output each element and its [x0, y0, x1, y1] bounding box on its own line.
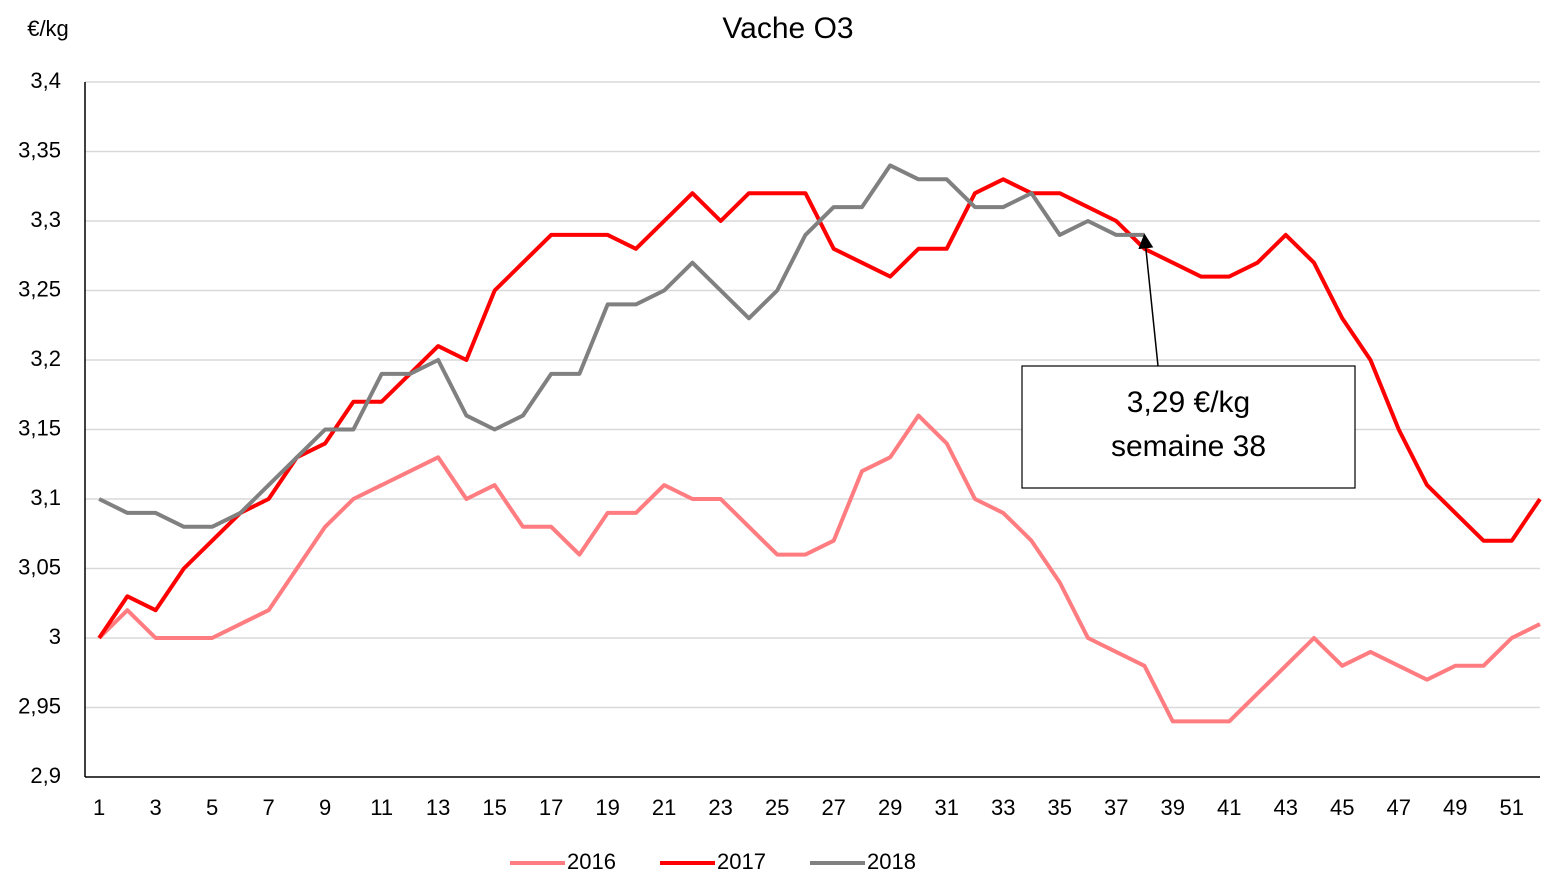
x-tick-label: 33: [991, 795, 1015, 820]
x-tick-label: 39: [1160, 795, 1184, 820]
x-tick-label: 37: [1104, 795, 1128, 820]
legend-label: 2018: [867, 849, 916, 874]
y-tick-label: 3,25: [18, 276, 61, 301]
x-tick-label: 49: [1443, 795, 1467, 820]
x-tick-label: 47: [1386, 795, 1410, 820]
y-tick-label: 3,4: [30, 68, 61, 93]
x-tick-label: 43: [1273, 795, 1297, 820]
annotation-box: [1021, 365, 1356, 489]
legend-label: 2016: [567, 849, 616, 874]
x-tick-label: 21: [652, 795, 676, 820]
y-axis-unit: €/kg: [27, 16, 69, 41]
y-tick-label: 3,3: [30, 207, 61, 232]
chart-title: Vache O3: [722, 12, 853, 45]
x-tick-label: 11: [370, 795, 393, 820]
y-tick-label: 3,35: [18, 137, 61, 162]
x-tick-label: 31: [934, 795, 958, 820]
x-tick-label: 7: [263, 795, 275, 820]
y-tick-label: 3,1: [30, 485, 61, 510]
series-line: [97, 413, 1541, 724]
series-line: [98, 163, 1145, 529]
annotation-text: 3,29 €/kg: [1127, 386, 1250, 419]
x-tick-label: 51: [1500, 795, 1524, 820]
annotation-text: semaine 38: [1111, 430, 1266, 463]
x-tick-label: 3: [150, 795, 162, 820]
x-tick-label: 17: [539, 795, 563, 820]
x-tick-label: 19: [595, 795, 619, 820]
x-tick-label: 41: [1217, 795, 1241, 820]
x-tick-label: 27: [821, 795, 845, 820]
y-tick-label: 2,9: [30, 763, 61, 788]
x-tick-label: 23: [708, 795, 732, 820]
y-tick-label: 3,05: [18, 554, 61, 579]
x-tick-label: 13: [426, 795, 450, 820]
y-tick-label: 3: [49, 624, 61, 649]
legend-label: 2017: [717, 849, 766, 874]
y-tick-label: 2,95: [18, 693, 61, 718]
y-tick-label: 3,15: [18, 415, 61, 440]
x-tick-label: 1: [93, 795, 105, 820]
x-tick-label: 35: [1047, 795, 1071, 820]
x-tick-label: 25: [765, 795, 789, 820]
annotation-arrow: [1138, 233, 1159, 367]
y-tick-label: 3,2: [30, 346, 61, 371]
x-tick-label: 9: [319, 795, 331, 820]
x-tick-label: 45: [1330, 795, 1354, 820]
x-tick-label: 29: [878, 795, 902, 820]
x-tick-label: 15: [482, 795, 506, 820]
x-tick-label: 5: [206, 795, 218, 820]
